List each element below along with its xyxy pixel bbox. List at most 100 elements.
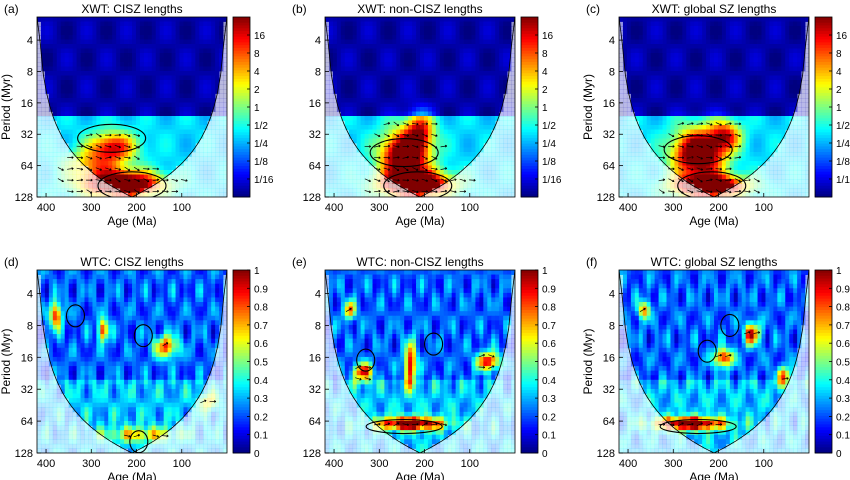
phase-arrow (677, 167, 684, 171)
phase-arrows (658, 122, 760, 194)
phase-arrow (393, 156, 400, 159)
colorbar-tick-label: 0.1 (836, 431, 850, 442)
colorbar-tick-label: 0.4 (254, 376, 268, 387)
phase-arrow (383, 133, 390, 138)
colorbar-tick-label: 1 (542, 266, 548, 277)
y-tick-label: 64 (21, 416, 33, 428)
phase-arrow (459, 190, 467, 193)
y-axis-label: Period (Myr) (0, 328, 13, 394)
panel-letter: (f) (586, 255, 597, 269)
colorbar: 16 8 4 2 1 1/2 1/4 1/8 1/16 (232, 16, 274, 198)
phase-arrow (67, 167, 74, 170)
x-tick-label: 400 (325, 202, 343, 214)
phase-arrow (734, 189, 742, 193)
phase-arrow (171, 178, 179, 182)
phase-arrow (105, 133, 112, 137)
colorbar-tick-label: 2 (542, 85, 548, 96)
x-tick-label: 200 (709, 202, 727, 214)
phase-arrow (86, 166, 93, 171)
plot-frame (36, 16, 228, 198)
phase-arrow (114, 156, 121, 160)
phase-arrow (715, 155, 722, 160)
phase-arrow (696, 145, 704, 149)
phase-arrow (402, 190, 410, 193)
cone-of-influence-line (37, 270, 227, 453)
colorbar-tick-label: 0.5 (254, 358, 268, 369)
phase-arrow (393, 166, 400, 172)
phase-arrow (133, 178, 140, 183)
colorbar-tick-label: 0 (254, 449, 260, 460)
phase-arrow (687, 122, 694, 125)
phase-arrow (57, 178, 64, 183)
y-tick-label: 8 (315, 66, 321, 78)
phase-arrow (753, 331, 761, 334)
x-tick-label: 300 (370, 202, 388, 214)
colorbar-tick-label: 0.3 (542, 394, 556, 405)
phase-arrow (696, 190, 704, 194)
panel-title: WTC: global SZ lengths (651, 255, 778, 269)
phase-arrow (658, 145, 666, 149)
phase-arrow (114, 133, 122, 137)
phase-arrows (57, 133, 188, 194)
cone-of-influence-line (325, 17, 515, 197)
phase-arrow (95, 156, 102, 160)
phase-arrow (753, 189, 760, 194)
phase-arrow (421, 155, 428, 160)
phase-arrow (383, 144, 391, 148)
y-tick-label: 4 (609, 35, 615, 47)
y-tick-label: 128 (597, 448, 615, 460)
phase-arrow (696, 178, 703, 183)
x-tick-label: 300 (664, 202, 682, 214)
y-tick-label: 16 (603, 98, 615, 110)
heatmap-cells (325, 17, 515, 197)
significance-contour (369, 138, 439, 168)
x-axis-label: Age (Ma) (395, 214, 444, 228)
phase-arrow (668, 423, 675, 427)
x-tick-label: 100 (755, 458, 773, 470)
x-axis-label: Age (Ma) (689, 214, 738, 228)
phase-arrow (364, 178, 371, 183)
colorbar-tick-label: 0.5 (542, 358, 556, 369)
phase-arrow (114, 178, 121, 183)
phase-arrow (725, 145, 732, 149)
y-tick-label: 4 (315, 289, 321, 301)
phase-arrow (209, 400, 217, 403)
colorbar: 1 0.9 0.8 0.7 0.6 0.5 0.4 0.3 0.2 0.1 0 (520, 266, 556, 460)
colorbar-tick-label: 0.6 (836, 339, 850, 350)
phase-arrow (706, 122, 713, 126)
phase-arrow (393, 422, 400, 427)
colorbar-tick-label: 0.4 (542, 376, 556, 387)
x-tick-label: 200 (709, 458, 727, 470)
y-tick-label: 8 (609, 320, 615, 332)
phase-arrow (715, 122, 722, 126)
phase-arrow (421, 178, 429, 182)
colorbar-tick-label: 1/2 (836, 121, 850, 132)
phase-arrow (124, 178, 131, 182)
phase-arrow (715, 167, 723, 171)
phase-arrow (421, 190, 429, 193)
heatmap-cells (619, 17, 809, 197)
phase-arrow (725, 189, 732, 194)
phase-arrow (668, 167, 675, 171)
colorbar-tick-label: 1 (836, 103, 842, 114)
significance-contour (697, 339, 717, 363)
x-tick-label: 100 (755, 202, 773, 214)
phase-arrow (431, 133, 438, 137)
colorbar-tick-label: 1 (836, 266, 842, 277)
phase-arrow (431, 155, 438, 160)
y-tick-label: 128 (303, 448, 321, 460)
y-tick-label: 64 (603, 161, 615, 173)
cone-of-influence-shade (325, 17, 515, 197)
cone-of-influence-line (619, 270, 809, 453)
phase-arrow (76, 189, 84, 193)
panel-letter: (b) (292, 2, 307, 16)
cone-of-influence-shade (325, 270, 515, 453)
heatmap-cells (37, 270, 227, 453)
y-tick-label: 128 (303, 192, 321, 204)
phase-arrow (440, 189, 448, 193)
colorbar-tick-label: 0.3 (836, 394, 850, 405)
phase-arrow (744, 178, 751, 182)
y-tick-label: 4 (315, 35, 321, 47)
